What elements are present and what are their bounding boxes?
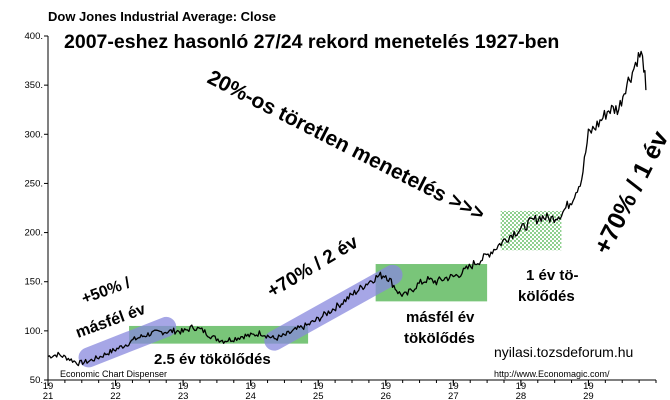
- x-tick-label-century: 19: [178, 381, 189, 392]
- x-tick-label-century: 19: [448, 381, 459, 392]
- y-tick-label: 250.: [25, 178, 44, 189]
- annotation-70pct-1yr: +70% / 1 év: [588, 126, 670, 258]
- annotation-1-5yr-consolidation-line1: másfél év: [406, 309, 475, 326]
- trend-band: [78, 316, 177, 368]
- x-tick-label-century: 19: [516, 381, 527, 392]
- x-tick-label-year: 29: [583, 391, 594, 400]
- x-tick-label-century: 19: [110, 381, 121, 392]
- annotation-source-site: nyilasi.tozsdeforum.hu: [494, 344, 633, 360]
- footer-left-text: Economic Chart Dispenser: [60, 369, 167, 379]
- y-tick-label: 50.: [30, 375, 43, 386]
- y-tick-label: 400.: [25, 31, 44, 42]
- x-tick-label-year: 22: [110, 391, 121, 400]
- x-tick-label-year: 23: [178, 391, 189, 400]
- footer-right-text: http://www.Economagic.com/: [494, 369, 610, 379]
- ranges-layer: [129, 210, 562, 344]
- headline-text: 2007-eshez hasonló 27/24 rekord menetelé…: [64, 31, 559, 53]
- x-tick-label-century: 19: [245, 381, 256, 392]
- x-tick-label-year: 24: [245, 391, 256, 400]
- y-tick-label: 150.: [25, 277, 44, 288]
- x-tick-label-century: 19: [313, 381, 324, 392]
- chart-title: Dow Jones Industrial Average: Close: [48, 9, 276, 24]
- x-tick-label-century: 19: [380, 381, 391, 392]
- y-tick-label: 300.: [25, 129, 44, 140]
- axis-layer: 50.100.150.200.250.300.350.400.192119221…: [25, 31, 657, 400]
- y-tick-label: 200.: [25, 228, 44, 239]
- y-tick-label: 350.: [25, 80, 44, 91]
- annotation-1yr-consolidation-line1: 1 év tö-: [526, 267, 579, 284]
- annotation-1yr-consolidation-line2: kölődés: [518, 288, 575, 305]
- annotation-1-5yr-consolidation-line2: tökölődés: [404, 330, 475, 347]
- x-tick-label-year: 25: [313, 391, 324, 400]
- x-tick-label-year: 28: [516, 391, 527, 400]
- y-tick-label: 100.: [25, 326, 44, 337]
- x-tick-label-year: 26: [380, 391, 391, 400]
- annotation-50pct-line1: +50% /: [80, 274, 134, 307]
- x-tick-label-century: 19: [583, 381, 594, 392]
- annotation-breakout: 20%-os töretlen menetelés >>>: [204, 66, 488, 226]
- x-tick-label-century: 19: [43, 381, 54, 392]
- x-tick-label-year: 27: [448, 391, 459, 400]
- series-line: [47, 50, 647, 367]
- annotation-2-5yr-consolidation: 2.5 év tökölődés: [154, 351, 271, 368]
- x-tick-label-year: 21: [43, 391, 54, 400]
